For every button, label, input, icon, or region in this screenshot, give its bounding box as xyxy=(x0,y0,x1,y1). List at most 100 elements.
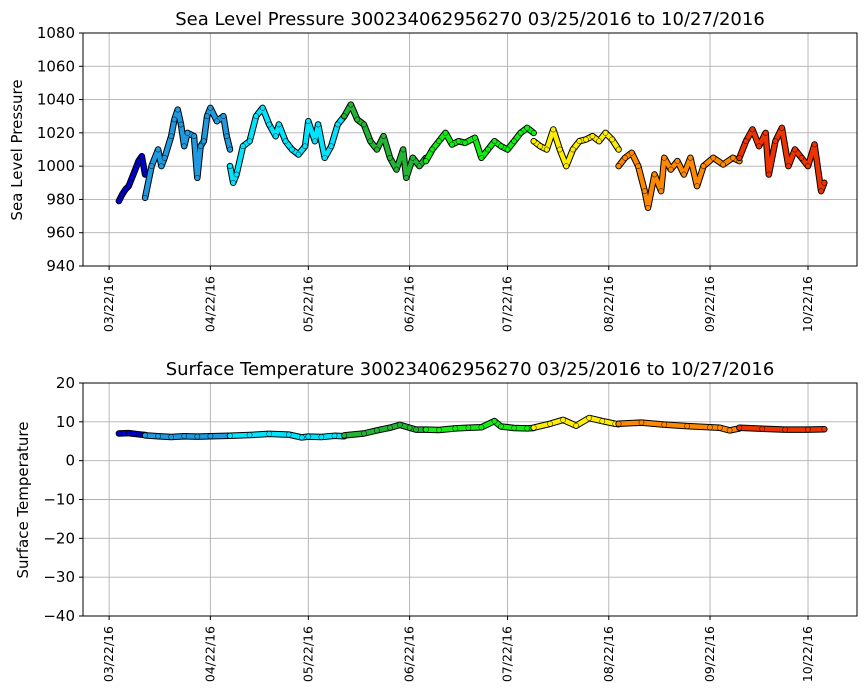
pressure-data-point xyxy=(423,158,429,164)
pressure-data-point xyxy=(472,134,478,141)
temperature-x-tick-label: 08/22/16 xyxy=(601,626,616,682)
pressure-y-ticks: 940 960 980 1000 1020 1040 1060 1080 xyxy=(37,24,83,275)
temperature-y-tick-label: 0 xyxy=(65,452,75,470)
pressure-data-point xyxy=(129,174,135,181)
pressure-data-point xyxy=(155,146,161,153)
pressure-data-point xyxy=(651,171,658,178)
pressure-data-point xyxy=(125,183,132,189)
pressure-y-tick-label: 1060 xyxy=(37,57,75,75)
temperature-data-point xyxy=(478,424,485,431)
pressure-x-tick-label: 09/22/16 xyxy=(702,276,717,332)
pressure-data-point xyxy=(168,133,175,140)
pressure-data-point xyxy=(178,121,184,128)
temperature-data-point xyxy=(266,431,273,437)
pressure-data-point xyxy=(530,130,537,136)
pressure-data-point xyxy=(158,163,165,169)
temperature-data-point xyxy=(361,430,367,437)
temperature-y-axis-label: Surface Temperature xyxy=(14,422,32,579)
pressure-data-point xyxy=(442,130,449,136)
temperature-data-point xyxy=(684,423,691,429)
pressure-data-point xyxy=(191,133,197,140)
temperature-data-point xyxy=(413,426,419,433)
pressure-data-point xyxy=(240,143,246,150)
temperature-y-tick-label: −20 xyxy=(43,529,75,547)
temperature-x-tick-label: 10/22/16 xyxy=(800,626,815,682)
pressure-data-point xyxy=(328,143,335,150)
pressure-data-point xyxy=(596,138,602,145)
pressure-y-tick-label: 960 xyxy=(46,224,75,242)
pressure-data-point xyxy=(214,118,220,125)
temperature-data-point xyxy=(560,417,566,423)
pressure-data-point xyxy=(628,149,635,156)
pressure-data-point xyxy=(233,171,240,178)
pressure-data-point xyxy=(341,113,348,120)
pressure-data-point xyxy=(589,133,596,140)
temperature-data-point xyxy=(498,423,504,430)
pressure-data-point xyxy=(272,133,279,140)
pressure-data-point xyxy=(455,138,462,145)
pressure-data-point xyxy=(321,154,328,161)
pressure-data-point xyxy=(661,154,668,161)
temperature-data-point xyxy=(423,426,429,433)
pressure-data-point xyxy=(334,121,341,128)
pressure-data-point xyxy=(374,146,380,153)
pressure-x-tick-label: 07/22/16 xyxy=(500,276,515,332)
temperature-data-point xyxy=(194,433,201,440)
temperature-data-point xyxy=(387,424,393,431)
pressure-data-point xyxy=(174,106,181,113)
pressure-data-point xyxy=(700,163,707,169)
temperature-series-line xyxy=(116,430,148,438)
temperature-data-point xyxy=(318,434,325,440)
temperature-data-point xyxy=(374,427,380,434)
pressure-chart-title: Sea Level Pressure 300234062956270 03/25… xyxy=(175,9,765,30)
pressure-data-point xyxy=(805,163,811,169)
pressure-data-point xyxy=(276,121,282,128)
pressure-data-point xyxy=(409,154,416,161)
pressure-data-point xyxy=(361,121,367,128)
temperature-data-point xyxy=(298,434,305,441)
pressure-y-tick-label: 1000 xyxy=(37,157,75,175)
temperature-data-point xyxy=(168,434,175,440)
temperature-data-point xyxy=(573,422,579,429)
pressure-data-point xyxy=(171,116,178,123)
pressure-data-point xyxy=(765,171,772,178)
temperature-data-point xyxy=(155,433,161,440)
pressure-data-point xyxy=(622,154,628,161)
temperature-data-point xyxy=(181,433,188,440)
temperature-data-point xyxy=(821,426,828,433)
pressure-data-point xyxy=(197,143,204,150)
pressure-data-point xyxy=(295,151,302,158)
pressure-data-point xyxy=(730,154,736,161)
temperature-data-point xyxy=(736,424,743,431)
temperature-data-point xyxy=(396,422,403,428)
pressure-data-series xyxy=(115,101,828,212)
pressure-data-point xyxy=(736,154,743,161)
pressure-data-point xyxy=(576,138,583,145)
pressure-data-point xyxy=(491,138,498,145)
pressure-series-line xyxy=(342,102,429,181)
pressure-data-point xyxy=(792,146,798,153)
pressure-data-point xyxy=(148,163,155,169)
pressure-data-point xyxy=(302,143,308,150)
pressure-data-point xyxy=(811,141,818,148)
pressure-data-point xyxy=(658,188,664,194)
pressure-x-tick-label: 04/22/16 xyxy=(202,276,217,332)
temperature-gridlines xyxy=(83,382,857,617)
temperature-data-point xyxy=(805,426,811,433)
pressure-y-tick-label: 1020 xyxy=(37,124,75,142)
pressure-data-point xyxy=(602,130,609,136)
pressure-y-tick-label: 1040 xyxy=(37,91,75,109)
pressure-y-tick-label: 1080 xyxy=(37,24,75,42)
pressure-data-point xyxy=(720,161,726,168)
pressure-data-point xyxy=(615,163,622,169)
pressure-data-point xyxy=(204,113,210,120)
temperature-data-point xyxy=(726,427,733,434)
pressure-data-point xyxy=(530,138,537,145)
pressure-data-point xyxy=(550,126,557,133)
temperature-series-line xyxy=(423,418,536,433)
temperature-y-tick-label: 20 xyxy=(56,374,75,392)
pressure-data-point xyxy=(416,163,423,169)
pressure-data-point xyxy=(743,138,749,145)
pressure-data-point xyxy=(305,118,312,125)
